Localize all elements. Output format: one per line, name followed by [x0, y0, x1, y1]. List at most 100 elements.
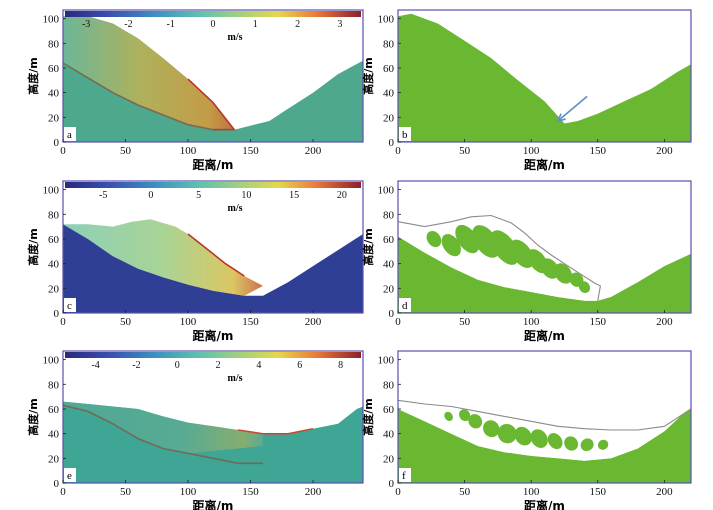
debris-block-f-4	[497, 423, 517, 444]
panel-f: 0 50 100 150 200 0 20 40 60 80 100 高度/m 距离/m f	[361, 350, 692, 510]
colorbar-tick-a-4: 1	[253, 19, 258, 30]
debris-block-f-2	[468, 414, 483, 429]
ylabel-e: 高度/m	[26, 398, 40, 435]
debris-block-d-1	[441, 234, 461, 257]
ytick-label-f-3: 60	[383, 404, 395, 416]
ytick-label-b-5: 100	[378, 14, 395, 26]
panel-letter-d: d	[402, 300, 408, 312]
debris-block-d-7	[540, 258, 559, 279]
xtick-label-a-2: 100	[180, 145, 197, 157]
frame-c	[62, 180, 364, 314]
ytick-label-b-1: 20	[383, 112, 395, 124]
panel-letter-bg-d	[399, 298, 411, 312]
debris-block-f-9	[580, 438, 594, 452]
xlabel-f: 距离/m	[524, 498, 565, 510]
colorbar-tick-c-4: 15	[289, 190, 299, 201]
velocity-edge-c	[187, 233, 245, 277]
xtick-label-f-1: 50	[459, 486, 471, 498]
panel-d: 0 50 100 150 200 0 20 40 60 80 100 高度/m 距离/m d	[361, 180, 692, 343]
xtick-label-a-1: 50	[120, 145, 132, 157]
xtick-label-b-2: 100	[523, 145, 540, 157]
frame-d	[397, 180, 692, 314]
xtick-label-f-4: 200	[656, 486, 673, 498]
debris-block-d-0	[426, 230, 442, 248]
colorbar-tick-e-2: 0	[175, 360, 180, 371]
colorbar-c	[65, 182, 361, 188]
original-profile-d	[397, 214, 602, 301]
colorbar-tick-a-3: 0	[211, 19, 216, 30]
ytick-label-c-5: 100	[43, 185, 60, 197]
panel-letter-c: c	[67, 300, 72, 312]
debris-block-f-1	[459, 409, 471, 422]
panel-letter-bg-e	[64, 468, 76, 482]
frame-b	[397, 9, 692, 143]
colorbar-tick-c-5: 20	[337, 190, 347, 201]
xtick-label-c-3: 150	[242, 316, 259, 328]
ytick-label-a-4: 80	[48, 38, 60, 50]
xtick-label-e-4: 200	[305, 486, 322, 498]
ytick-label-b-3: 60	[383, 63, 395, 75]
ytick-label-e-0: 0	[54, 478, 60, 490]
ytick-label-b-2: 40	[383, 88, 395, 100]
slip-surface-a	[62, 62, 235, 131]
ytick-label-e-5: 100	[43, 355, 60, 367]
colorbar-tick-e-1: -2	[132, 360, 140, 371]
panel-b: 0 50 100 150 200 0 20 40 60 80 100 高度/m 距离/m b	[361, 9, 692, 172]
panel-letter-bg-c	[64, 298, 76, 312]
xtick-label-b-4: 200	[656, 145, 673, 157]
xtick-label-a-0: 0	[60, 145, 66, 157]
ytick-label-c-3: 60	[48, 234, 60, 246]
velocity-plot-a: -3 -2 -1 0 1 2 3 0 50 100 150 200 0 20 40 60 80 100	[43, 9, 364, 157]
ytick-label-e-1: 20	[48, 453, 60, 465]
ytick-label-f-0: 0	[389, 478, 395, 490]
ytick-label-c-4: 80	[48, 209, 60, 221]
slip-surface-e	[62, 404, 263, 465]
xtick-label-b-1: 50	[459, 145, 471, 157]
xtick-label-d-0: 0	[395, 316, 401, 328]
original-profile-f	[397, 399, 692, 431]
colorbar-e	[65, 352, 361, 358]
sliding-body-a	[63, 16, 235, 130]
ytick-label-a-5: 100	[43, 14, 60, 26]
colorbar-tick-a-1: -2	[124, 19, 132, 30]
debris-block-d-8	[554, 263, 573, 284]
colorbar-tick-c-3: 10	[241, 190, 251, 201]
ytick-label-a-1: 20	[48, 112, 60, 124]
xtick-label-f-3: 150	[590, 486, 607, 498]
ytick-label-f-2: 40	[383, 429, 395, 441]
panel-letter-bg-f	[399, 468, 411, 482]
ytick-label-f-4: 80	[383, 379, 395, 391]
xtick-label-d-3: 150	[590, 316, 607, 328]
ground-f	[398, 406, 691, 483]
colorbar-a	[65, 11, 361, 17]
panel-letter-a: a	[67, 129, 72, 141]
colorbar-tick-c-2: 5	[196, 190, 201, 201]
debris-block-d-10	[578, 281, 591, 294]
material-plot-d: 0 50 100 150 200 0 20 40 60 80 100	[378, 180, 692, 328]
material-plot-b: 0 50 100 150 200 0 20 40 60 80 100	[378, 9, 692, 157]
xtick-label-e-0: 0	[60, 486, 66, 498]
colorbar-tick-a-0: -3	[82, 19, 90, 30]
colorbar-tick-e-3: 2	[216, 360, 221, 371]
colorbar-tick-e-0: -4	[91, 360, 99, 371]
ylabel-d: 高度/m	[361, 228, 375, 265]
debris-block-f-3	[483, 420, 500, 438]
panel-letter-f: f	[402, 470, 406, 482]
ground-d	[398, 236, 691, 313]
frame-e	[62, 350, 364, 484]
velocity-edge-e	[237, 427, 314, 435]
debris-block-d-5	[509, 239, 534, 268]
debris-block-f-8	[564, 436, 579, 451]
xtick-label-f-0: 0	[395, 486, 401, 498]
ytick-label-a-2: 40	[48, 88, 60, 100]
ytick-label-d-4: 80	[383, 209, 395, 221]
ytick-label-b-4: 80	[383, 38, 395, 50]
ytick-label-d-3: 60	[383, 234, 395, 246]
xtick-label-d-1: 50	[459, 316, 471, 328]
debris-block-f-6	[530, 429, 548, 448]
ytick-label-e-2: 40	[48, 429, 60, 441]
